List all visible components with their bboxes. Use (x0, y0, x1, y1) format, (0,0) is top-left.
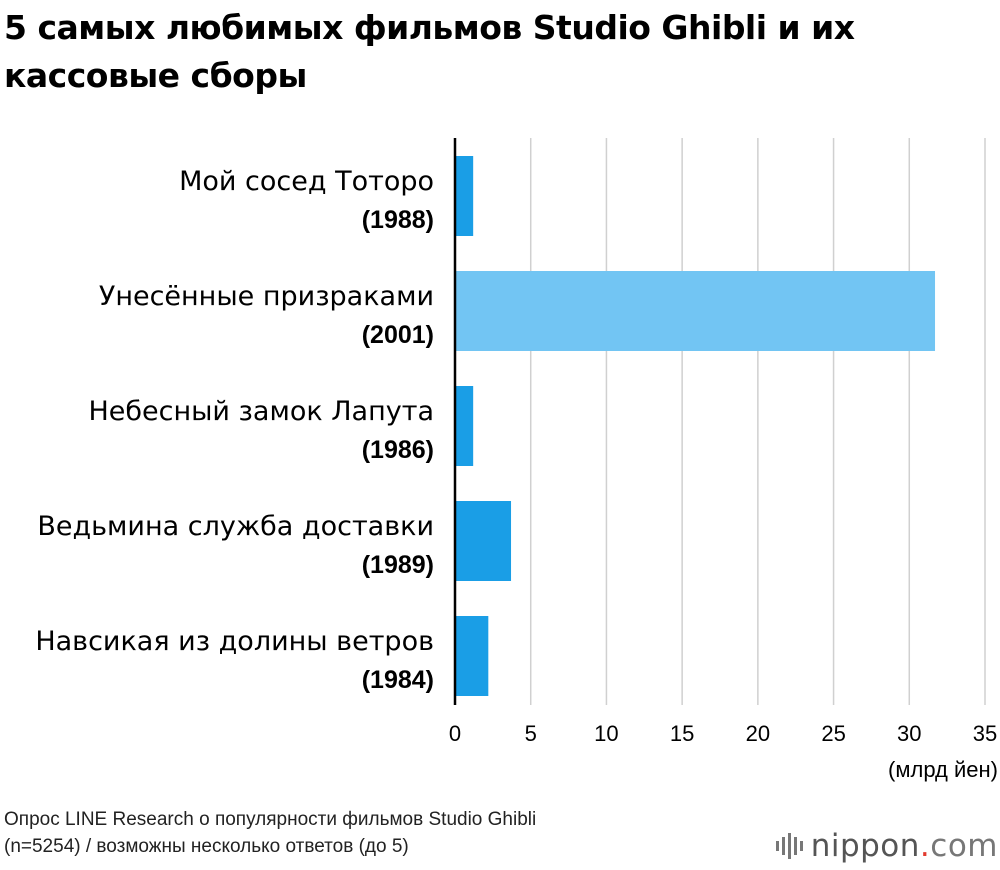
category-label: Унесённые призраками (99, 281, 434, 312)
category-year-label: (1988) (362, 206, 434, 234)
bar-chart: Мой сосед Тоторо (1988) Унесённые призрака… (35, 138, 998, 782)
bar (455, 386, 474, 466)
category-label: Мой сосед Тоторо (179, 166, 434, 197)
category-labels: Мой сосед Тоторо (1988) Унесённые призрака… (35, 166, 434, 694)
bars (455, 156, 936, 696)
x-tick-label: 20 (746, 721, 770, 746)
nippon-logo: nippon.com (775, 828, 998, 864)
category-year-label: (1986) (362, 436, 434, 464)
bar (455, 616, 489, 696)
x-tick-label: 0 (449, 721, 461, 746)
logo-name: nippon (810, 828, 920, 864)
x-tick-label: 25 (821, 721, 845, 746)
x-axis-label: (млрд йен) (888, 757, 998, 782)
category-label: Ведьмина служба доставки (37, 511, 434, 542)
source-line-1: Опрос LINE Research о популярности фильм… (4, 809, 537, 830)
x-tick-label: 5 (525, 721, 537, 746)
category-year-label: (1989) (362, 551, 434, 579)
chart-title: 5 самых любимых фильмов Studio Ghibli и … (4, 8, 855, 95)
source-line-2: (n=5254) / возможны несколько ответов (д… (4, 836, 409, 857)
bar (455, 501, 512, 581)
x-tick-label: 10 (594, 721, 618, 746)
category-year-label: (2001) (362, 321, 434, 349)
category-label: Навсикая из долины ветров (35, 626, 434, 657)
bar (455, 271, 936, 351)
category-year-label: (1984) (362, 666, 434, 694)
category-label: Небесный замок Лапута (88, 396, 434, 427)
logo-dot: . (919, 828, 931, 864)
bar (455, 156, 474, 236)
x-tick-label: 15 (670, 721, 694, 746)
tick-labels: 0 5 10 15 20 25 30 35 (449, 721, 997, 746)
x-tick-label: 35 (973, 721, 997, 746)
gridlines (529, 138, 986, 705)
x-tick-label: 30 (897, 721, 921, 746)
logo-tld: com (930, 828, 998, 864)
source-note: Опрос LINE Research о популярности фильм… (4, 806, 536, 860)
logo-bars-icon (775, 833, 803, 859)
